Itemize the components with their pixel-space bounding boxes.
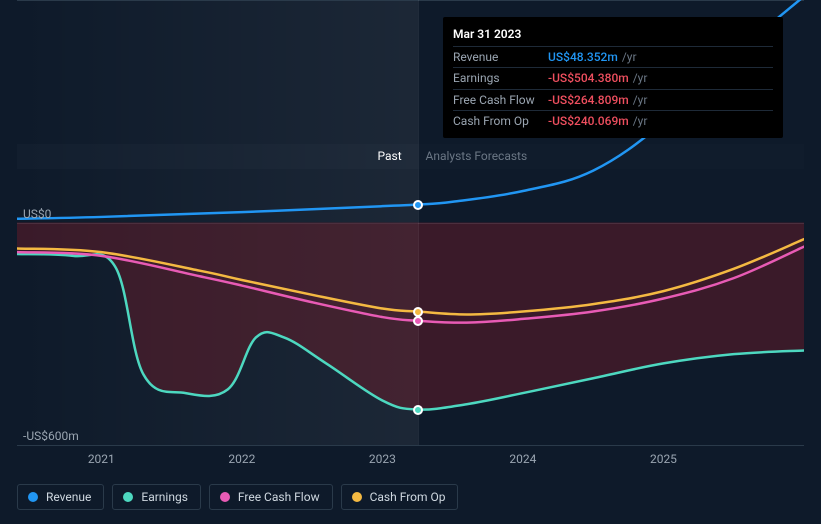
tooltip-row: Free Cash Flow-US$264.809m/yr [453,89,773,111]
tooltip-row: Cash From Op-US$240.069m/yr [453,110,773,132]
legend-dot-icon [352,492,362,502]
tooltip-row: RevenueUS$48.352m/yr [453,46,773,68]
tooltip-row-value: US$48.352m [548,48,618,67]
forecast-section-label: Analysts Forecasts [426,149,528,163]
tooltip-row-label: Earnings [453,69,548,88]
legend-item-cfo[interactable]: Cash From Op [341,484,459,510]
tooltip-row-value: -US$264.809m [548,91,629,110]
legend-label: Free Cash Flow [238,490,320,504]
series-fill-earnings [17,223,804,410]
y-axis-label: US$0 [23,207,51,221]
x-axis-label: 2024 [493,452,553,466]
legend-item-fcf[interactable]: Free Cash Flow [209,484,333,510]
marker-fcf[interactable] [413,316,423,326]
tooltip-row-suffix: /yr [633,112,648,131]
past-section-label: Past [378,149,402,163]
marker-cfo[interactable] [413,307,423,317]
past-forecast-divider [418,0,419,445]
legend-item-earnings[interactable]: Earnings [112,484,201,510]
chart-legend: Revenue Earnings Free Cash Flow Cash From O… [17,484,458,510]
marker-revenue[interactable] [413,200,423,210]
tooltip-row-label: Cash From Op [453,112,548,131]
legend-label: Cash From Op [370,490,446,504]
tooltip-row-suffix: /yr [633,69,648,88]
x-axis-label: 2022 [212,452,272,466]
tooltip-row-label: Revenue [453,48,548,67]
tooltip-row-label: Free Cash Flow [453,91,548,110]
tooltip-row-suffix: /yr [622,48,637,67]
x-axis-label: 2021 [71,452,131,466]
legend-item-revenue[interactable]: Revenue [17,484,104,510]
x-axis-label: 2023 [352,452,412,466]
legend-label: Earnings [141,490,188,504]
legend-dot-icon [123,492,133,502]
y-axis-label: -US$600m [23,429,79,443]
legend-dot-icon [28,492,38,502]
gridline [17,445,804,446]
tooltip-row-suffix: /yr [633,91,648,110]
data-tooltip: Mar 31 2023 RevenueUS$48.352m/yrEarnings… [443,17,783,138]
legend-label: Revenue [46,490,91,504]
marker-earnings[interactable] [413,405,423,415]
tooltip-title: Mar 31 2023 [453,25,773,44]
tooltip-row-value: -US$504.380m [548,69,629,88]
tooltip-row-value: -US$240.069m [548,112,629,131]
tooltip-row: Earnings-US$504.380m/yr [453,67,773,89]
legend-dot-icon [220,492,230,502]
x-axis-label: 2025 [633,452,693,466]
